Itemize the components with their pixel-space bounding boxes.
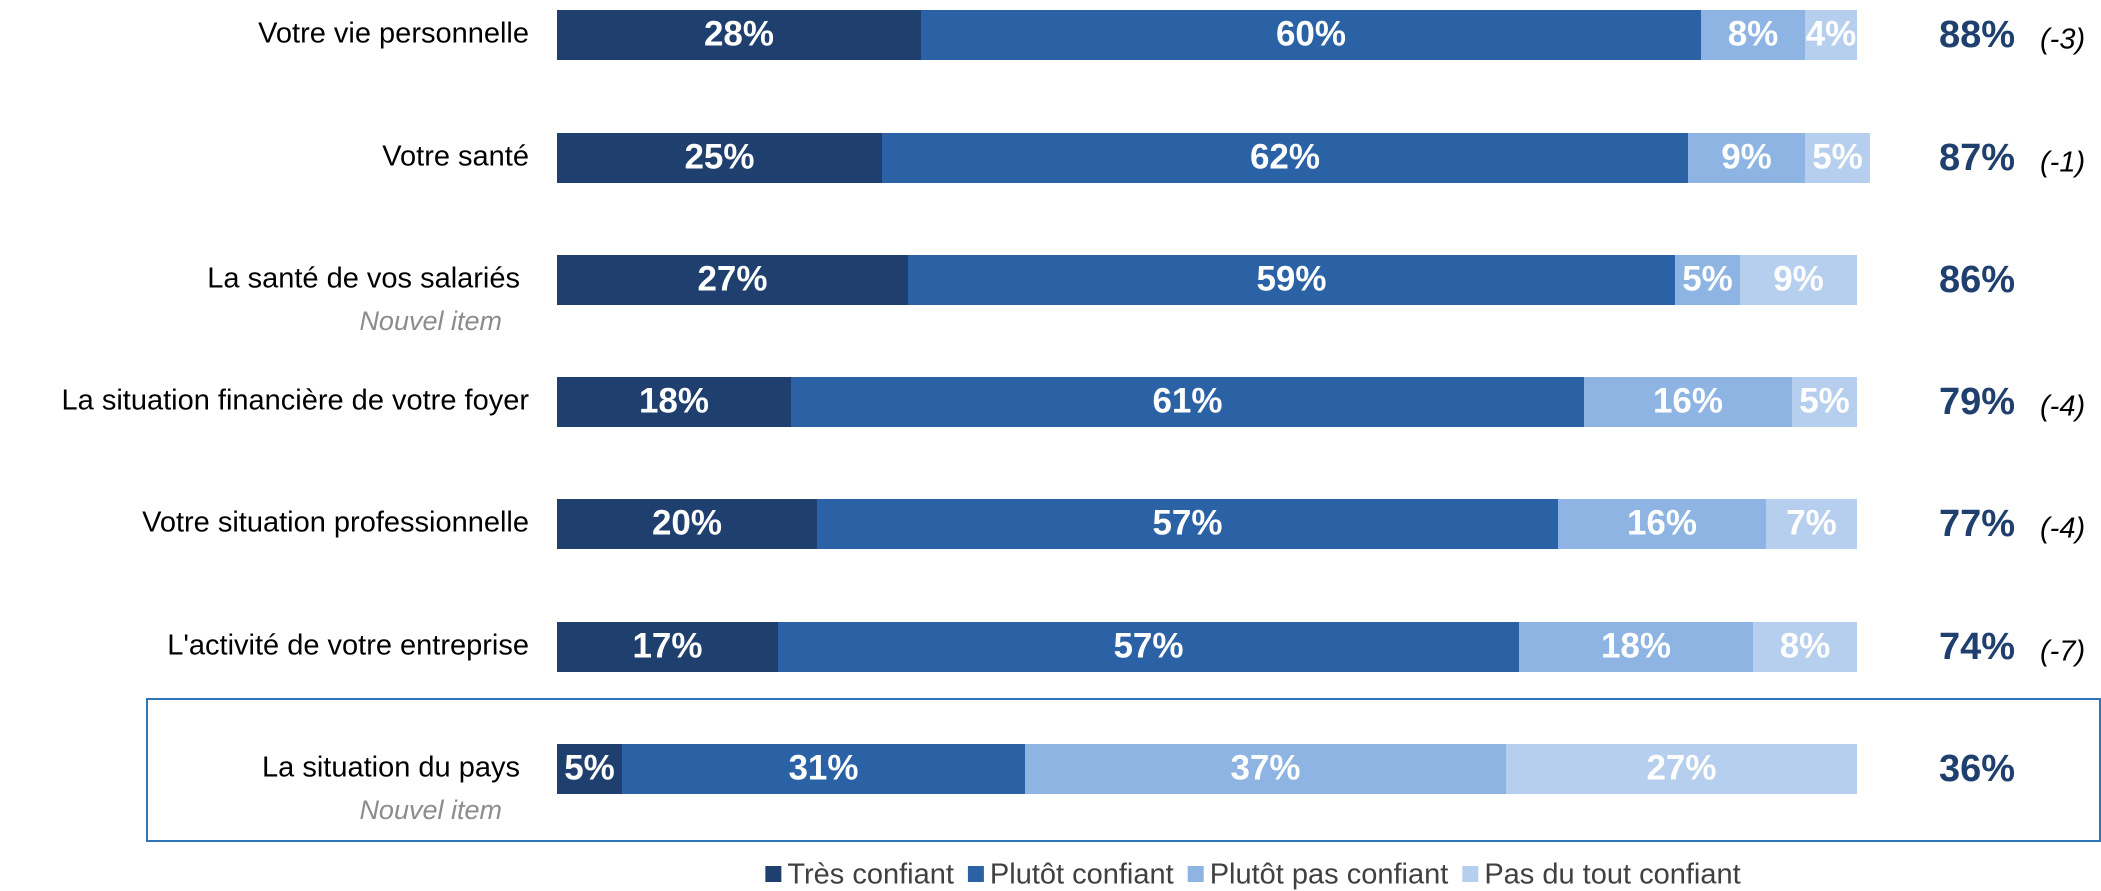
total-label: 87% (1939, 137, 2015, 179)
value-label: 8% (1728, 14, 1779, 53)
value-label: 27% (1646, 748, 1716, 787)
legend-label: Très confiant (787, 859, 954, 891)
bar-segment (1519, 622, 1753, 672)
value-label: 57% (1113, 626, 1183, 665)
category-label: Votre santé (382, 141, 529, 173)
value-label: 37% (1230, 748, 1300, 787)
total-label: 74% (1939, 626, 2015, 668)
value-label: 8% (1780, 626, 1831, 665)
value-label: 16% (1653, 381, 1723, 420)
bar-segment (1753, 622, 1857, 672)
value-label: 59% (1256, 259, 1326, 298)
change-label: (-3) (2040, 24, 2085, 56)
bar-segment (778, 622, 1519, 672)
legend: Très confiant Plutôt confiant Plutôt pas c… (765, 859, 1741, 891)
value-label: 61% (1152, 381, 1222, 420)
bar-segment (1558, 499, 1766, 549)
legend-label: Plutôt pas confiant (1210, 859, 1449, 891)
total-label: 79% (1939, 381, 2015, 423)
value-label: 18% (1601, 626, 1671, 665)
bar-segment (622, 744, 1025, 794)
bar-segment (791, 377, 1584, 427)
bar-segment (1805, 133, 1870, 183)
category-label: La santé de vos salariés (207, 263, 520, 295)
value-label: 9% (1773, 259, 1824, 298)
legend-label: Pas du tout confiant (1484, 859, 1740, 891)
value-label: 57% (1152, 503, 1222, 542)
bar-segment (1584, 377, 1792, 427)
highlight-box (146, 698, 2101, 842)
legend-swatch (1462, 866, 1479, 882)
value-label: 16% (1627, 503, 1697, 542)
value-label: 5% (1812, 137, 1863, 176)
legend-swatch (765, 866, 782, 882)
legend-swatch (967, 866, 984, 882)
value-label: 20% (652, 503, 722, 542)
value-label: 31% (788, 748, 858, 787)
bar-segment (557, 499, 817, 549)
value-label: 9% (1721, 137, 1772, 176)
note: Nouvel item (359, 306, 502, 336)
bar-segment (817, 499, 1558, 549)
change-label: (-7) (2040, 636, 2085, 668)
note: Nouvel item (359, 795, 502, 825)
bar-segment (921, 10, 1701, 60)
value-label: 60% (1276, 14, 1346, 53)
bar-segment (1792, 377, 1857, 427)
bar-segment (1506, 744, 1857, 794)
bar-segment (882, 133, 1688, 183)
value-label: 28% (704, 14, 774, 53)
change-label: (-1) (2040, 147, 2085, 179)
total-label: 36% (1939, 748, 2015, 790)
legend-swatch (1187, 866, 1204, 882)
bar-segment (557, 377, 791, 427)
total-label: 88% (1939, 14, 2015, 56)
value-label: 4% (1806, 14, 1857, 53)
value-label: 17% (632, 626, 702, 665)
bar-segment (1766, 499, 1857, 549)
value-label: 27% (697, 259, 767, 298)
bar-segment (1025, 744, 1506, 794)
value-label: 62% (1250, 137, 1320, 176)
category-label: Votre situation professionnelle (142, 507, 529, 539)
bar-segment (1688, 133, 1805, 183)
value-label: 18% (639, 381, 709, 420)
bar-segment (1740, 255, 1857, 305)
bar-segment (1675, 255, 1740, 305)
bar-segment (557, 622, 778, 672)
category-label: Votre vie personnelle (258, 18, 529, 50)
legend-label: Plutôt confiant (990, 859, 1174, 891)
value-label: 5% (1682, 259, 1733, 298)
change-label: (-4) (2040, 513, 2085, 545)
change-label: (-4) (2040, 391, 2085, 423)
total-label: 77% (1939, 503, 2015, 545)
bar-segment (1701, 10, 1805, 60)
bar-segment (1805, 10, 1857, 60)
category-label: La situation du pays (262, 752, 520, 784)
bar-segment (557, 744, 622, 794)
value-label: 5% (564, 748, 615, 787)
total-label: 86% (1939, 259, 2015, 301)
value-label: 25% (684, 137, 754, 176)
category-label: L'activité de votre entreprise (167, 630, 529, 662)
value-label: 7% (1786, 503, 1837, 542)
bar-segment (557, 133, 882, 183)
category-label: La situation financière de votre foyer (62, 385, 530, 417)
bar-segment (557, 10, 921, 60)
value-label: 5% (1799, 381, 1850, 420)
bar-segment (908, 255, 1675, 305)
bar-segment (557, 255, 908, 305)
